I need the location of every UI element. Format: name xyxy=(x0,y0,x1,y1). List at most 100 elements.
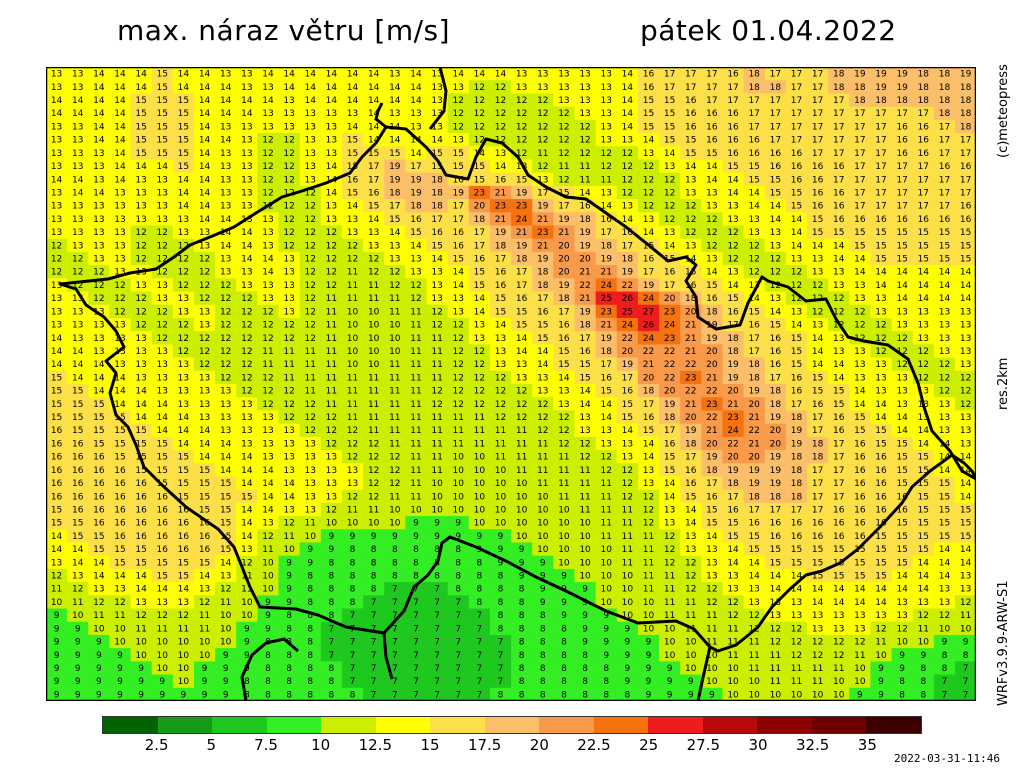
gust-value: 13 xyxy=(114,585,125,595)
gust-value: 13 xyxy=(326,122,337,132)
gust-value: 16 xyxy=(833,505,845,515)
gust-value: 11 xyxy=(833,664,844,674)
gust-value: 21 xyxy=(537,215,548,225)
gust-value: 8 xyxy=(540,677,546,687)
gust-cell xyxy=(828,93,850,108)
gust-cell xyxy=(468,80,491,95)
gust-value: 12 xyxy=(157,307,168,317)
gust-value: 26 xyxy=(643,321,655,331)
gust-value: 20 xyxy=(643,373,655,383)
gust-value: 13 xyxy=(135,373,146,383)
gust-value: 18 xyxy=(918,96,930,106)
gust-value: 17 xyxy=(537,188,548,198)
gust-value: 14 xyxy=(93,136,105,146)
gust-value: 7 xyxy=(455,598,461,608)
gust-value: 13 xyxy=(939,347,950,357)
gust-value: 8 xyxy=(899,677,905,687)
gust-value: 12 xyxy=(220,281,231,291)
gust-value: 11 xyxy=(537,466,548,476)
gust-value: 14 xyxy=(135,585,147,595)
gust-value: 12 xyxy=(622,149,633,159)
gust-value: 14 xyxy=(241,505,253,515)
gust-value: 12 xyxy=(305,228,316,238)
gust-value: 14 xyxy=(579,400,591,410)
gust-value: 9 xyxy=(857,690,863,700)
gust-value: 16 xyxy=(431,228,443,238)
gust-value: 13 xyxy=(875,373,886,383)
gust-value: 13 xyxy=(326,109,337,119)
gust-cell xyxy=(257,67,280,81)
gust-value: 21 xyxy=(558,228,569,238)
gust-value: 18 xyxy=(960,109,972,119)
gust-cell xyxy=(532,93,554,108)
gust-value: 11 xyxy=(643,545,654,555)
gust-value: 10 xyxy=(833,690,845,700)
gust-value: 13 xyxy=(558,83,569,93)
gust-value: 10 xyxy=(537,519,549,529)
legend-swatch xyxy=(593,717,649,733)
gust-value: 14 xyxy=(918,439,930,449)
gust-value: 11 xyxy=(537,149,548,159)
gust-cell xyxy=(88,93,111,108)
gust-cell xyxy=(532,67,554,81)
gust-value: 12 xyxy=(854,638,865,648)
gust-value: 13 xyxy=(854,624,865,634)
gust-value: 7 xyxy=(371,611,377,621)
gust-value: 17 xyxy=(812,479,823,489)
gust-value: 15 xyxy=(199,466,210,476)
gust-value: 21 xyxy=(516,228,527,238)
gust-value: 11 xyxy=(558,479,569,489)
gust-value: 11 xyxy=(410,439,421,449)
gust-value: 17 xyxy=(918,202,929,212)
gust-value: 13 xyxy=(326,202,337,212)
gust-cell xyxy=(849,93,872,108)
gust-value: 22 xyxy=(622,334,633,344)
gust-value: 11 xyxy=(283,373,294,383)
gust-value: 12 xyxy=(220,360,231,370)
gust-value: 11 xyxy=(812,664,823,674)
gust-value: 9 xyxy=(688,677,694,687)
gust-value: 13 xyxy=(558,400,569,410)
gust-value: 12 xyxy=(305,426,316,436)
gust-value: 8 xyxy=(455,585,461,595)
gust-value: 12 xyxy=(770,268,781,278)
gust-cell xyxy=(215,133,237,147)
gust-cell xyxy=(278,146,301,161)
gust-value: 14 xyxy=(199,70,211,80)
gust-value: 11 xyxy=(579,162,590,172)
gust-value: 13 xyxy=(283,122,294,132)
gust-value: 17 xyxy=(896,202,907,212)
gust-value: 14 xyxy=(939,558,951,568)
gust-value: 9 xyxy=(942,638,948,648)
gust-value: 12 xyxy=(643,175,654,185)
gust-value: 13 xyxy=(600,136,611,146)
gust-value: 7 xyxy=(371,651,377,661)
gust-value: 15 xyxy=(918,492,929,502)
legend-tick-label: 15 xyxy=(420,736,440,754)
gust-value: 15 xyxy=(114,545,125,555)
gust-value: 9 xyxy=(582,638,588,648)
gust-value: 11 xyxy=(410,307,421,317)
gust-value: 11 xyxy=(262,360,273,370)
gust-value: 18 xyxy=(791,492,803,502)
gust-cell xyxy=(785,106,808,121)
gust-value: 10 xyxy=(241,598,253,608)
gust-value: 11 xyxy=(685,611,696,621)
gust-cell xyxy=(67,106,89,121)
gust-value: 14 xyxy=(791,215,803,225)
gust-cell xyxy=(151,146,174,161)
gust-value: 11 xyxy=(368,387,379,397)
gust-value: 12 xyxy=(495,413,506,423)
gust-value: 14 xyxy=(453,70,465,80)
gust-value: 10 xyxy=(368,321,380,331)
gust-value: 10 xyxy=(875,651,887,661)
gust-value: 9 xyxy=(582,585,588,595)
gust-value: 8 xyxy=(286,624,292,634)
gust-value: 7 xyxy=(392,598,398,608)
gust-value: 19 xyxy=(875,83,887,93)
legend-tick-label: 12.5 xyxy=(358,736,393,754)
gust-value: 12 xyxy=(558,426,569,436)
gust-value: 12 xyxy=(664,188,675,198)
gust-value: 12 xyxy=(93,281,104,291)
gust-cell xyxy=(807,106,829,121)
